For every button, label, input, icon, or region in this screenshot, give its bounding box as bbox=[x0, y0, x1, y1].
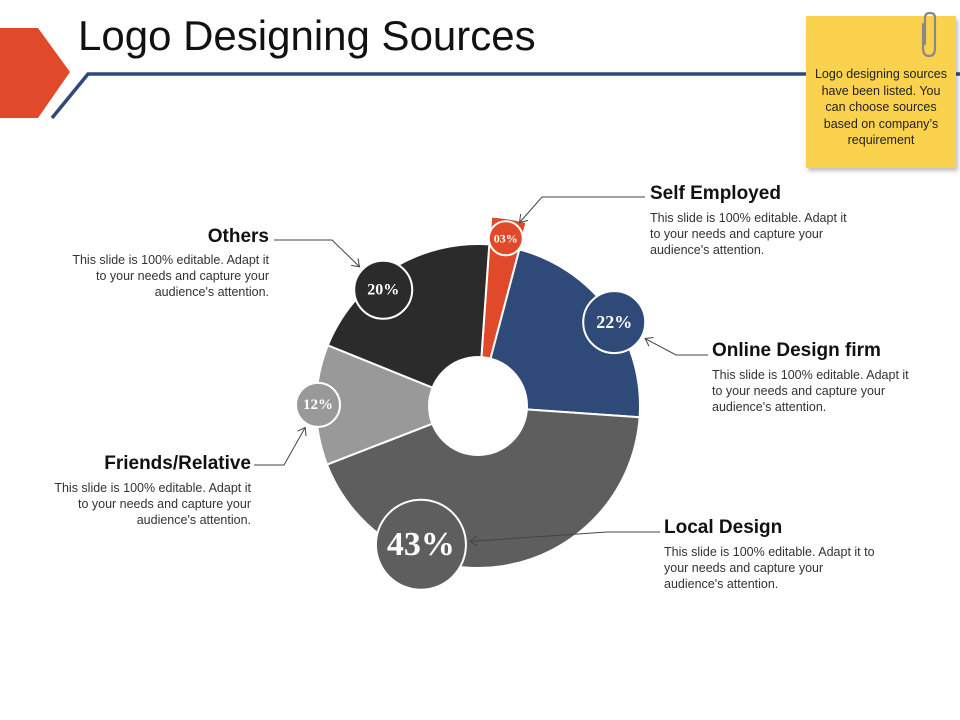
page-title: Logo Designing Sources bbox=[78, 12, 536, 59]
label-desc-others: This slide is 100% editable. Adapt it to… bbox=[72, 253, 269, 299]
value-label-self-employed: 03% bbox=[494, 231, 518, 245]
connector-self-employed bbox=[519, 196, 645, 223]
label-desc-local-design: This slide is 100% editable. Adapt it to… bbox=[664, 545, 875, 591]
label-desc-self-employed: This slide is 100% editable. Adapt it to… bbox=[650, 211, 847, 257]
value-label-friends-relative: 12% bbox=[303, 397, 333, 413]
label-title-others: Others bbox=[207, 226, 269, 247]
connector-others bbox=[274, 239, 360, 268]
paperclip-icon bbox=[921, 11, 937, 58]
connector-friends-relative bbox=[254, 427, 306, 466]
arrowhead-friends-relative bbox=[297, 426, 307, 437]
arrowhead-self-employed bbox=[519, 213, 529, 224]
badge-others bbox=[353, 259, 414, 320]
label-desc-friends-relative: This slide is 100% editable. Adapt it to… bbox=[54, 481, 251, 527]
label-desc-online-design-firm: This slide is 100% editable. Adapt it to… bbox=[712, 368, 909, 414]
note-text: Logo designing sources have been listed.… bbox=[814, 67, 948, 147]
label-title-self-employed: Self Employed bbox=[650, 183, 781, 204]
connector-online-design-firm bbox=[644, 338, 708, 356]
sticky-note: Logo designing sources have been listed.… bbox=[806, 16, 956, 168]
donut-hole bbox=[428, 356, 528, 456]
accent-arrow bbox=[0, 28, 70, 118]
badge-friends-relative bbox=[295, 381, 342, 428]
arrowhead-others bbox=[351, 258, 361, 268]
value-label-others: 20% bbox=[367, 281, 399, 298]
label-title-online-design-firm: Online Design firm bbox=[712, 340, 881, 361]
arrowhead-local-design bbox=[468, 535, 478, 547]
value-label-online-design-firm: 22% bbox=[596, 312, 632, 332]
label-title-local-design: Local Design bbox=[664, 517, 783, 538]
label-title-friends-relative: Friends/Relative bbox=[104, 453, 251, 474]
badge-online-design-firm bbox=[582, 290, 647, 355]
title-rule bbox=[50, 72, 960, 120]
arrowhead-online-design-firm bbox=[644, 337, 654, 347]
value-label-local-design: 43% bbox=[387, 526, 455, 563]
badge-local-design bbox=[374, 498, 467, 591]
connector-local-design bbox=[469, 531, 660, 542]
badge-self-employed bbox=[487, 220, 524, 257]
